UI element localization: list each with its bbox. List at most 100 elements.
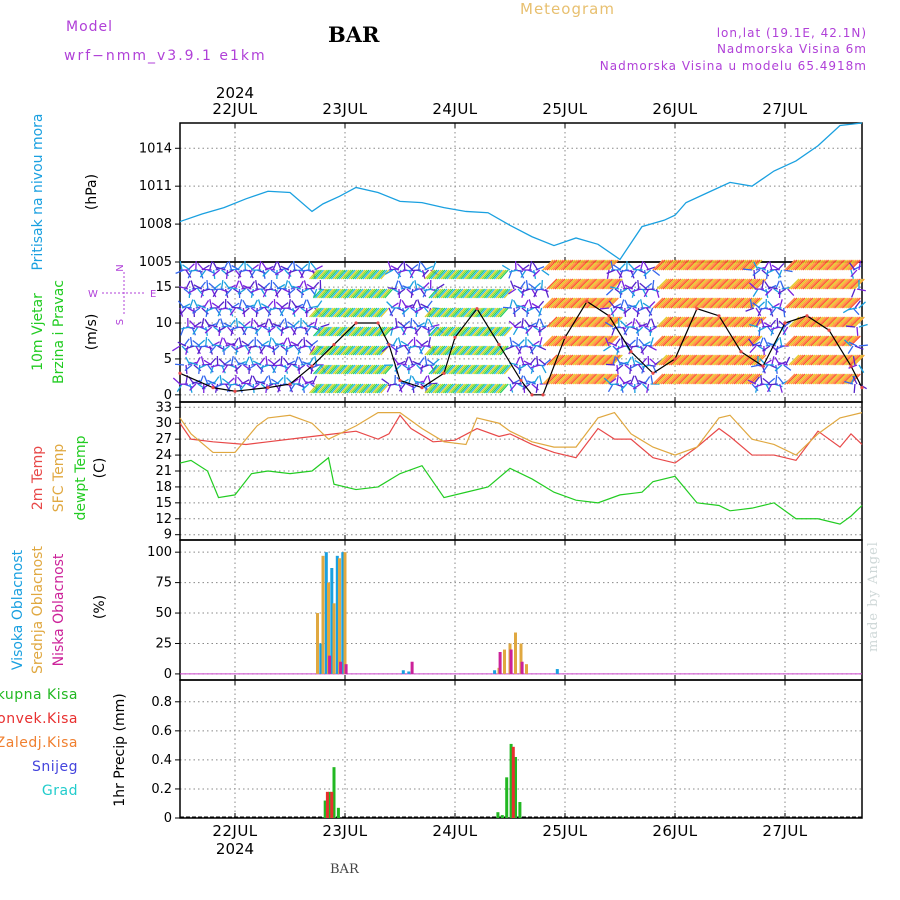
wind-arrow (310, 345, 320, 356)
wind-arrow (450, 269, 460, 280)
wind-arrow (743, 354, 755, 366)
wind-arrow (206, 279, 209, 290)
wind-arrow (588, 259, 599, 271)
wind-arrow (566, 354, 578, 366)
wind-arrow (417, 325, 427, 328)
wind-arrow (460, 345, 470, 356)
wind-arrow (541, 364, 547, 374)
wind-arrow (707, 335, 719, 347)
wind-arrow (265, 383, 268, 394)
wind-arrow (328, 326, 338, 337)
y-tick-label-precip: 0 (164, 811, 172, 826)
wind-arrow (350, 383, 360, 394)
wind-arrow (648, 326, 657, 333)
wind-speed-point (629, 350, 633, 354)
wind-arrow (378, 269, 388, 280)
wind-arrow (586, 354, 598, 366)
wind-arrow (678, 335, 690, 347)
wind-arrow (454, 364, 464, 375)
wind-arrow (324, 326, 334, 337)
wind-arrow (470, 288, 480, 299)
wind-arrow (266, 267, 276, 271)
temp2m-series-line (179, 414, 863, 464)
wind-arrow (713, 316, 725, 328)
wind-arrow (753, 354, 765, 366)
wind-arrow (550, 297, 562, 309)
wind-arrow (326, 307, 336, 318)
wind-arrow (495, 288, 505, 299)
wind-arrow (362, 364, 372, 375)
wind-arrow (850, 269, 858, 278)
wind-arrow (188, 288, 191, 299)
wind-arrow (796, 259, 808, 271)
wind-arrow (197, 304, 206, 309)
wind-arrow (509, 383, 514, 393)
wind-arrow (344, 345, 354, 356)
wind-arrow (578, 373, 590, 385)
wind-arrow (737, 335, 749, 347)
wind-arrow (792, 278, 804, 290)
wind-arrow (733, 297, 745, 309)
y-tick-label-pressure: 1014 (139, 141, 172, 156)
wind-arrow (452, 269, 462, 280)
conv-precip-bar (325, 791, 329, 818)
wind-arrow (578, 278, 590, 290)
wind-arrow (510, 280, 515, 290)
wind-arrow (696, 373, 708, 385)
wind-arrow (248, 345, 258, 349)
wind-arrow (660, 316, 672, 328)
wind-arrow (631, 356, 636, 366)
wind-arrow (275, 301, 284, 309)
low-cloud-bar (328, 655, 332, 674)
wind-arrow (491, 345, 501, 356)
wind-arrow (405, 305, 415, 309)
wind-arrow (307, 325, 317, 328)
wind-arrow (366, 326, 376, 337)
wind-arrow (487, 269, 497, 280)
x-tick-label-top: 25JUL (542, 100, 587, 118)
wind-arrow (596, 335, 607, 347)
wind-arrow (460, 326, 470, 337)
wind-arrow (440, 288, 450, 299)
wind-arrow (841, 259, 853, 271)
y-tick-label-wind: 10 (155, 316, 172, 331)
wind-arrow (248, 269, 254, 279)
wind-arrow (489, 383, 499, 394)
wind-arrow (814, 316, 826, 328)
wind-arrow (209, 299, 213, 309)
wind-arrow (768, 383, 778, 386)
wind-arrow (348, 364, 358, 375)
wind-arrow (424, 269, 434, 280)
wind-arrow (364, 364, 374, 375)
wind-arrow (615, 364, 624, 372)
wind-arrow (340, 345, 350, 356)
wind-arrow (686, 297, 698, 309)
wind-arrow (322, 383, 332, 394)
wind-arrow (290, 341, 300, 347)
wind-arrow (611, 316, 623, 328)
wind-arrow (582, 354, 594, 366)
wind-arrow (330, 326, 340, 337)
wind-arrow (442, 288, 452, 299)
wind-arrow (414, 307, 423, 314)
wind-arrow (428, 288, 438, 299)
wind-arrow (600, 354, 611, 366)
wind-arrow (562, 278, 574, 290)
wind-arrow (854, 300, 861, 309)
temp-side-label-2m: 2m Temp (30, 446, 46, 510)
wind-arrow (778, 320, 787, 328)
wind-arrow (572, 316, 584, 328)
wind-arrow (810, 354, 822, 366)
wind-arrow (709, 373, 721, 385)
wind-arrow (400, 326, 406, 336)
wind-arrow (424, 383, 434, 394)
wind-arrow (692, 373, 704, 385)
wind-arrow (438, 269, 448, 280)
wind-arrow (548, 316, 560, 328)
wind-arrow (764, 281, 771, 290)
wind-arrow (600, 278, 611, 290)
wind-arrow (249, 356, 254, 366)
wind-arrow (794, 373, 806, 385)
wind-arrow (631, 288, 641, 293)
wind-arrow (858, 261, 862, 271)
